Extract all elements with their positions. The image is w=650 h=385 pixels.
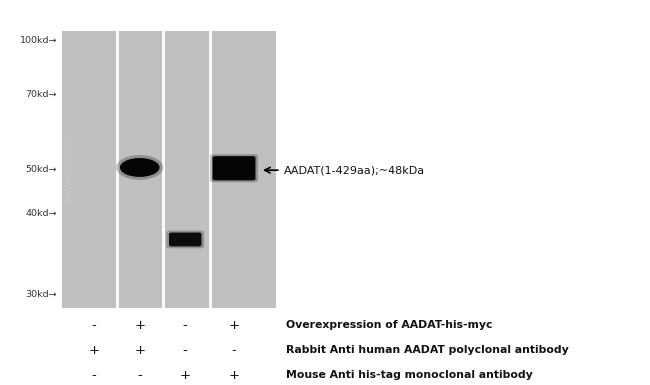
Text: +: + bbox=[89, 344, 99, 357]
Text: +: + bbox=[229, 369, 239, 382]
Text: 50kd→: 50kd→ bbox=[26, 165, 57, 174]
Text: 40kd→: 40kd→ bbox=[26, 209, 57, 218]
FancyBboxPatch shape bbox=[213, 156, 255, 180]
Text: WWW.PTSLB.COM: WWW.PTSLB.COM bbox=[66, 136, 75, 203]
FancyBboxPatch shape bbox=[210, 154, 258, 182]
Text: Mouse Anti his-tag monoclonal antibody: Mouse Anti his-tag monoclonal antibody bbox=[286, 370, 533, 380]
Text: 100kd→: 100kd→ bbox=[20, 36, 57, 45]
Text: +: + bbox=[180, 369, 190, 382]
Text: +: + bbox=[135, 319, 145, 332]
Bar bbox=[62, 31, 276, 308]
Ellipse shape bbox=[120, 158, 159, 177]
Text: -: - bbox=[183, 344, 188, 357]
Text: -: - bbox=[183, 319, 188, 332]
Text: -: - bbox=[231, 344, 237, 357]
Text: AADAT(1-429aa);~48kDa: AADAT(1-429aa);~48kDa bbox=[284, 165, 425, 175]
FancyBboxPatch shape bbox=[169, 233, 202, 246]
Text: -: - bbox=[137, 369, 142, 382]
Text: -: - bbox=[92, 319, 97, 332]
Ellipse shape bbox=[125, 159, 142, 168]
Text: +: + bbox=[135, 344, 145, 357]
Text: -: - bbox=[92, 369, 97, 382]
Ellipse shape bbox=[116, 155, 163, 180]
Text: Rabbit Anti human AADAT polyclonal antibody: Rabbit Anti human AADAT polyclonal antib… bbox=[286, 345, 569, 355]
Text: 30kd→: 30kd→ bbox=[25, 290, 57, 299]
Text: +: + bbox=[229, 319, 239, 332]
Text: Overexpression of AADAT-his-myc: Overexpression of AADAT-his-myc bbox=[286, 320, 493, 330]
FancyBboxPatch shape bbox=[166, 231, 204, 248]
Text: 70kd→: 70kd→ bbox=[26, 90, 57, 99]
